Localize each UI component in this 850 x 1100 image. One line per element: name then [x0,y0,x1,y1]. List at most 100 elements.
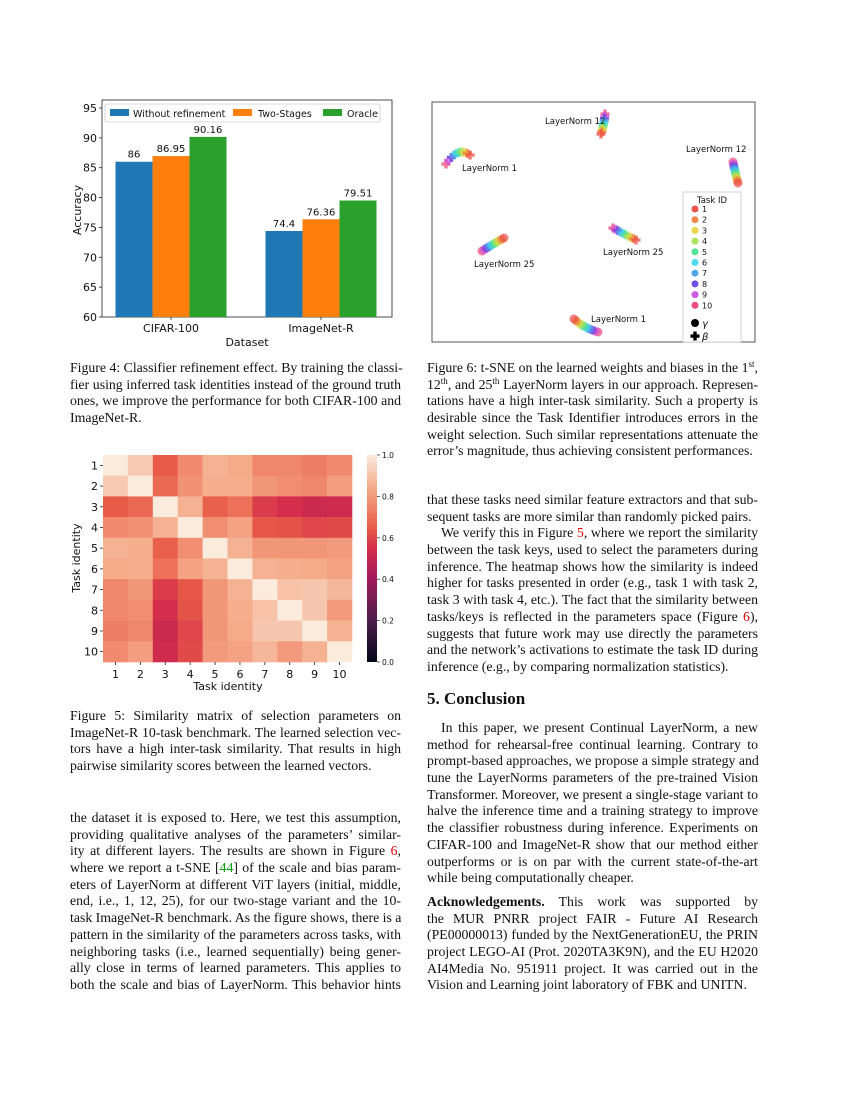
heatmap-cell [327,537,353,559]
bar-oracle [189,136,227,317]
heatmap-cell [103,620,129,642]
heatmap-cell [202,620,228,642]
heatmap-cell [277,620,303,642]
legend-swatch [110,109,129,116]
legend-task-dot [691,280,699,288]
heatmap-cell [152,579,178,601]
x-axis-label: Task identity [192,680,263,693]
colorbar-tick-label: 1.0 [382,451,394,460]
heatmap-cell [302,517,328,539]
legend-task-label: 4 [702,237,707,246]
heatmap-cell [252,641,278,663]
figure-reference-link[interactable]: 6 [390,843,398,859]
figure-reference-link[interactable]: 5 [576,525,584,541]
text-line: neighboring tasks (i.e., learned sequent… [70,943,401,959]
bar-value-label: 76.36 [307,207,336,218]
legend-task-dot [691,216,699,224]
tsne-cluster [441,147,475,169]
text-line: tors have a high inter-task similarity. … [70,741,401,757]
colorbar-tick-label: 0.0 [382,658,394,667]
legend: Without refinement Two-Stages Oracle [104,103,381,123]
x-tick-label: ImageNet-R [288,322,354,335]
text-segment: Figure 6: t-SNE on the learned weights a… [427,360,749,375]
heatmap-cell [127,641,154,663]
heatmap-cell [227,641,253,663]
text-line: error’s magnitude, thus achieving consis… [427,443,753,459]
text-line: both the scale and bias of LayerNorm. Th… [70,976,401,992]
text-line: fier using inferred task identities inst… [70,376,401,392]
heatmap-cell [302,558,328,580]
heatmap-cell [127,517,154,539]
tsne-cluster [477,233,509,256]
legend-task-dot [691,226,699,234]
heatmap-cell [252,496,278,518]
body-paragraph-verify: We verify this in Figure 5, where we rep… [427,525,758,675]
heatmap-cell [177,641,203,663]
heatmap-cell [227,455,253,476]
heatmap-cell [302,475,328,497]
y-tick-label: 75 [83,221,97,234]
citation-link[interactable]: 44 [219,860,234,876]
figure-4-bar-chart: 60 65 70 75 80 85 90 95 86 74.4 86.95 76.36 90.16 79.… [71,99,393,349]
text-segment: , [754,360,758,375]
legend-title: Task ID [696,196,728,206]
legend-gamma-marker [691,319,699,327]
legend-swatch [233,109,252,116]
heatmap-cell [327,496,353,518]
heatmap-cell [327,620,353,642]
text-line: project LEGO-AI (Prot. 2020TA3K9N), and … [427,944,758,960]
heatmap-cell [277,558,303,580]
text-line: Vision and Learning joint laboratory of … [427,977,747,993]
text-line: Transformer. Moreover, we present a sing… [427,786,758,802]
heatmap-cell [103,517,129,539]
legend-task-dot [691,248,699,256]
legend-label: Oracle [347,109,378,120]
text-line: ImageNet-R 10-task benchmark. The learne… [70,724,401,740]
superscript: th [440,375,448,386]
legend-task-label: 10 [702,301,712,310]
text-segment: , [397,843,401,859]
x-axis-label: Dataset [225,336,269,349]
text-line: CIFAR-100 and ImageNet-R show that our m… [427,836,758,852]
text-line: inference. The heatmap shows how the sim… [427,558,758,574]
text-line: ones, we improve the performance for bot… [70,393,401,409]
heatmap-cell [103,558,129,580]
heatmap-cell [103,599,129,621]
y-tick-label: 6 [91,563,98,576]
text-segment: We verify this in Figure [441,525,577,541]
plot-frame [101,99,393,318]
legend-swatch [323,109,342,116]
heatmap-cell [327,475,353,497]
heatmap-cell [177,579,203,601]
text-line: while being computationally cheaper. [427,870,634,886]
x-tick-label: 2 [137,668,144,681]
legend-task-dot [691,205,699,213]
heatmap-cell [177,475,203,497]
beta-point [441,159,451,169]
heatmap-cell [202,537,228,559]
heatmap-cell [327,455,353,476]
beta-point [444,155,454,165]
y-tick-label: 8 [91,604,98,617]
text-line: sequent tasks are more similar than rand… [427,508,752,524]
heatmap-cell [127,537,154,559]
heatmap-cell [202,496,228,518]
colorbar-tick-label: 0.4 [382,575,394,584]
text-segment: This work was supported by [544,894,758,909]
heatmap-cell [127,599,154,621]
acknowledgements-paragraph: Acknowledgements. This work was supporte… [427,894,758,994]
y-tick-label: 3 [91,501,98,514]
text-line: the classifier robustness during inferen… [427,820,758,836]
legend-beta-marker [690,331,700,341]
y-axis-label: Accuracy [71,184,84,235]
heatmap-cell [302,537,328,559]
figure-reference-link[interactable]: 6 [743,608,750,624]
cluster-label: LayerNorm 1 [462,164,517,174]
heatmap-cell [252,517,278,539]
tsne-cluster [608,223,641,245]
heatmap-cell [152,455,178,476]
text-segment: ] of the scale and bias param- [233,860,401,876]
section-heading-conclusion: 5. Conclusion [427,689,526,708]
colorbar-tick-label: 0.8 [382,492,394,501]
heatmap-cell [127,620,154,642]
